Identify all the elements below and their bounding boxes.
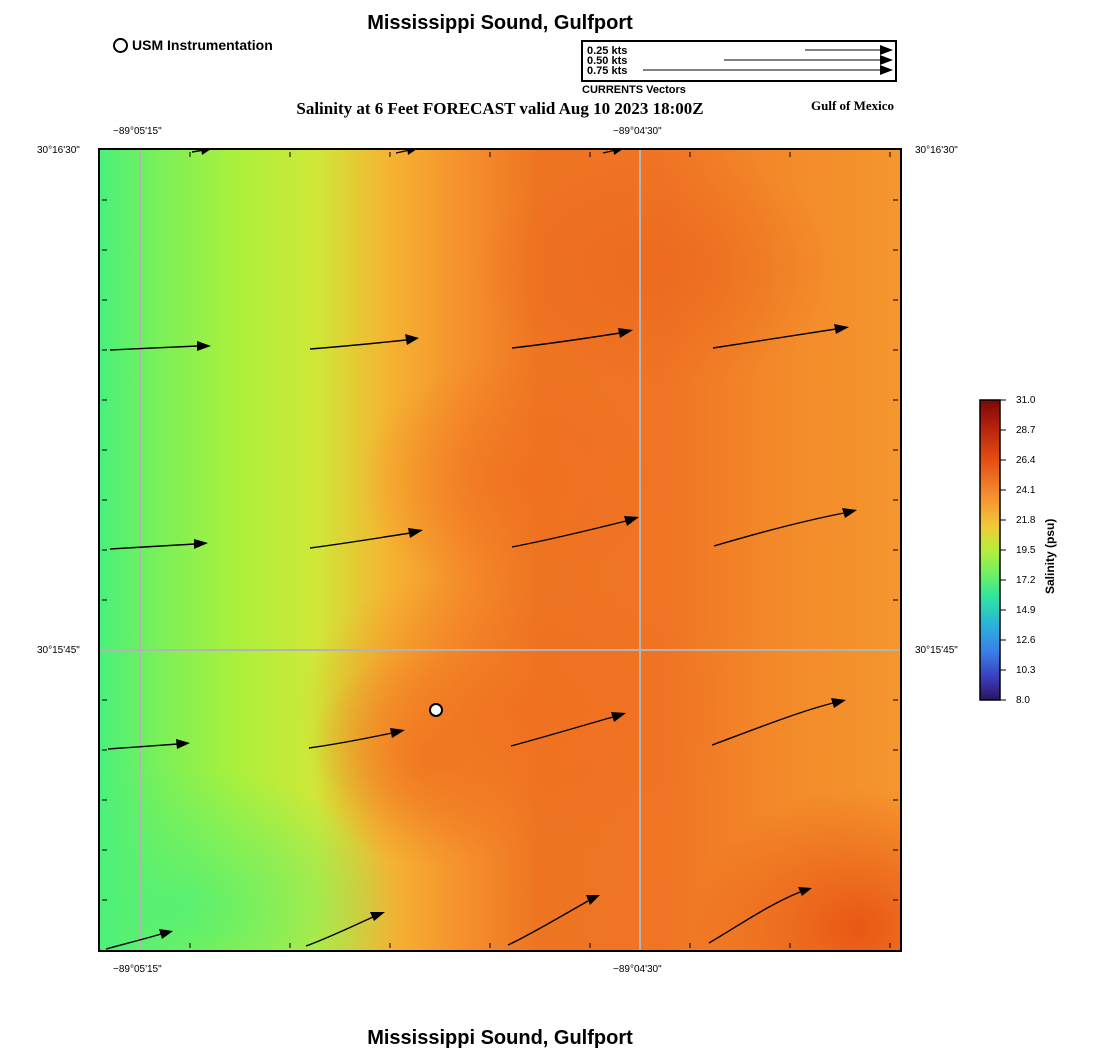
arrow-icon xyxy=(176,739,190,749)
y-tick-left-1: 30°16'30" xyxy=(37,145,80,156)
arrow-icon xyxy=(390,728,405,738)
vector-legend-label-3: 0.75 kts xyxy=(587,65,628,77)
vector-legend-box: 0.25 kts 0.50 kts 0.75 kts xyxy=(581,40,897,82)
map-frame xyxy=(98,148,902,952)
arrow-icon xyxy=(618,328,633,338)
region-label: Gulf of Mexico xyxy=(811,98,895,113)
colorbar-tick: 26.4 xyxy=(1016,455,1036,466)
arrow-icon xyxy=(194,539,208,549)
open-circle-icon xyxy=(113,37,128,53)
arrow-icon xyxy=(105,933,162,950)
arrow-icon xyxy=(408,528,423,538)
x-tick-bottom-2: −89°04'30" xyxy=(613,964,662,975)
arrow-icon xyxy=(805,45,893,55)
current-vector-heads xyxy=(159,146,857,939)
colorbar-tick: 17.2 xyxy=(1016,575,1036,586)
colorbar-tick: 28.7 xyxy=(1016,425,1036,436)
colorbar-tick: 31.0 xyxy=(1016,395,1036,406)
map-subtitle: Salinity at 6 Feet FORECAST valid Aug 10… xyxy=(296,99,704,118)
x-tick-top-2: −89°04'30" xyxy=(613,126,662,137)
arrow-icon xyxy=(708,891,801,944)
arrow-icon xyxy=(613,146,623,155)
colorbar xyxy=(975,396,1095,708)
colorbar-graphic xyxy=(979,399,1006,701)
usm-station-marker[interactable] xyxy=(429,703,443,717)
station-legend-label: USM Instrumentation xyxy=(132,37,273,53)
arrow-icon xyxy=(713,512,845,547)
arrow-icon xyxy=(643,65,893,75)
arrow-icon xyxy=(201,146,211,155)
arrow-icon xyxy=(407,146,417,155)
arrow-icon xyxy=(834,324,849,334)
arrow-icon xyxy=(511,332,621,349)
vector-legend-label-2: 0.50 kts xyxy=(587,55,628,67)
arrow-icon xyxy=(197,341,211,351)
arrow-icon xyxy=(309,339,407,350)
colorbar-tick: 12.6 xyxy=(1016,635,1036,646)
arrow-icon xyxy=(842,508,857,518)
arrow-icon xyxy=(831,698,846,708)
arrow-icon xyxy=(511,520,627,548)
colorbar-tick: 14.9 xyxy=(1016,605,1036,616)
arrow-icon xyxy=(507,900,589,946)
arrow-icon xyxy=(798,887,812,896)
arrow-icon xyxy=(586,895,600,905)
arrow-icon xyxy=(308,732,393,749)
current-vectors xyxy=(105,149,845,950)
x-tick-top-1: −89°05'15" xyxy=(113,126,162,137)
map-canvas xyxy=(0,142,1028,1050)
arrow-icon xyxy=(712,328,837,349)
y-tick-left-2: 30°15'45" xyxy=(37,645,80,656)
salinity-map xyxy=(0,142,1028,1050)
colorbar-tick: 10.3 xyxy=(1016,665,1036,676)
arrow-icon xyxy=(159,929,173,939)
vector-legend-arrows xyxy=(643,45,893,75)
arrow-icon xyxy=(370,912,385,921)
arrow-icon xyxy=(109,543,196,550)
arrow-icon xyxy=(624,516,639,526)
vector-legend-caption: CURRENTS Vectors xyxy=(582,84,686,96)
map-footer-title: Mississippi Sound, Gulfport xyxy=(367,1027,633,1049)
colorbar-tick: 8.0 xyxy=(1016,695,1030,706)
arrow-icon xyxy=(405,334,419,345)
arrow-icon xyxy=(711,702,834,746)
arrow-icon xyxy=(109,345,199,351)
colorbar-tick: 21.8 xyxy=(1016,515,1036,526)
arrow-icon xyxy=(510,716,614,747)
graticule xyxy=(98,148,902,952)
arrow-icon xyxy=(611,712,626,722)
colorbar-tick: 19.5 xyxy=(1016,545,1036,556)
y-tick-right-1: 30°16'30" xyxy=(915,145,958,156)
colorbar-tick: 24.1 xyxy=(1016,485,1036,496)
y-tick-right-2: 30°15'45" xyxy=(915,645,958,656)
map-title: Mississippi Sound, Gulfport xyxy=(367,12,633,34)
arrow-icon xyxy=(107,743,179,750)
vector-legend-label-1: 0.25 kts xyxy=(587,45,628,57)
colorbar-title: Salinity (psu) xyxy=(1043,518,1057,594)
arrow-icon xyxy=(724,55,893,65)
station-legend: USM Instrumentation xyxy=(113,37,273,53)
arrow-icon xyxy=(305,916,374,947)
x-tick-bottom-1: −89°05'15" xyxy=(113,964,162,975)
arrow-icon xyxy=(309,532,411,549)
